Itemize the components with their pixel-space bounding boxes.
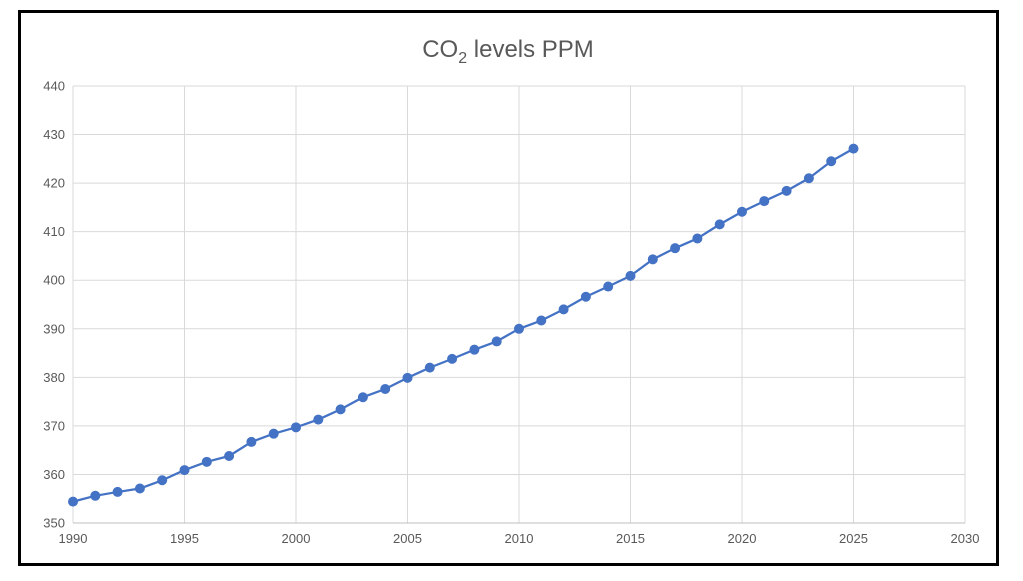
y-tick-label: 420 [43, 176, 65, 191]
data-point [603, 281, 614, 292]
y-tick-label: 370 [43, 418, 65, 433]
y-tick-label: 390 [43, 321, 65, 336]
y-tick-label: 350 [43, 516, 65, 531]
data-point [558, 304, 569, 315]
x-tick-label: 2015 [616, 531, 645, 546]
data-point [134, 483, 145, 494]
data-point [625, 270, 636, 281]
data-point [424, 362, 435, 373]
x-tick-label: 2020 [728, 531, 757, 546]
grid-layer [72, 85, 966, 523]
x-tick-label: 2005 [393, 531, 422, 546]
y-tick-label: 360 [43, 467, 65, 482]
chart-title-suffix: levels PPM [467, 36, 594, 63]
data-point [714, 219, 725, 230]
data-point [737, 206, 747, 217]
data-point [380, 383, 391, 394]
y-tick-label: 400 [43, 273, 65, 288]
data-point [759, 196, 770, 207]
y-tick-label: 410 [43, 224, 65, 239]
chart-title-subscript: 2 [458, 50, 467, 67]
data-point [335, 404, 346, 415]
x-tick-label: 1990 [59, 531, 88, 546]
data-point [692, 233, 703, 244]
data-point [826, 156, 837, 167]
chart-title: CO2 levels PPM [422, 36, 594, 67]
data-point [580, 291, 591, 302]
data-point [647, 254, 658, 265]
data-point [447, 353, 458, 364]
data-point [803, 173, 814, 184]
data-point [268, 428, 279, 439]
x-tick-label: 2000 [282, 531, 311, 546]
data-point [112, 486, 123, 497]
data-point [179, 465, 190, 476]
data-point [224, 450, 235, 461]
data-point [90, 490, 101, 501]
data-point [68, 496, 78, 507]
series-line [72, 147, 855, 503]
data-point [246, 436, 257, 447]
data-point [469, 344, 480, 355]
data-point [848, 143, 859, 154]
chart-frame: CO2 levels PPM 350 360 370 380 390 400 410 420 4… [18, 10, 999, 566]
x-tick-label: 2025 [839, 531, 868, 546]
y-tick-label: 430 [43, 127, 65, 142]
x-tick-label: 2030 [951, 531, 980, 546]
series-layer [68, 143, 859, 507]
data-point [670, 243, 681, 254]
line-chart: CO2 levels PPM 350 360 370 380 390 400 410 420 4… [43, 36, 979, 547]
data-point [536, 315, 547, 326]
data-point [491, 336, 502, 347]
data-point [313, 414, 324, 425]
data-point [201, 456, 212, 467]
data-point [514, 323, 524, 334]
y-tick-label: 440 [43, 79, 65, 94]
data-point [357, 392, 368, 403]
data-point [157, 475, 168, 486]
x-tick-label: 2010 [505, 531, 534, 546]
axis-layer: 350 360 370 380 390 400 410 420 430 440 1990 1995 20… [43, 79, 979, 547]
x-tick-label: 1995 [170, 531, 199, 546]
data-point [402, 372, 413, 383]
chart-title-prefix: CO [422, 36, 458, 63]
data-point [781, 185, 792, 196]
data-point [291, 422, 301, 433]
y-tick-label: 380 [43, 370, 65, 385]
